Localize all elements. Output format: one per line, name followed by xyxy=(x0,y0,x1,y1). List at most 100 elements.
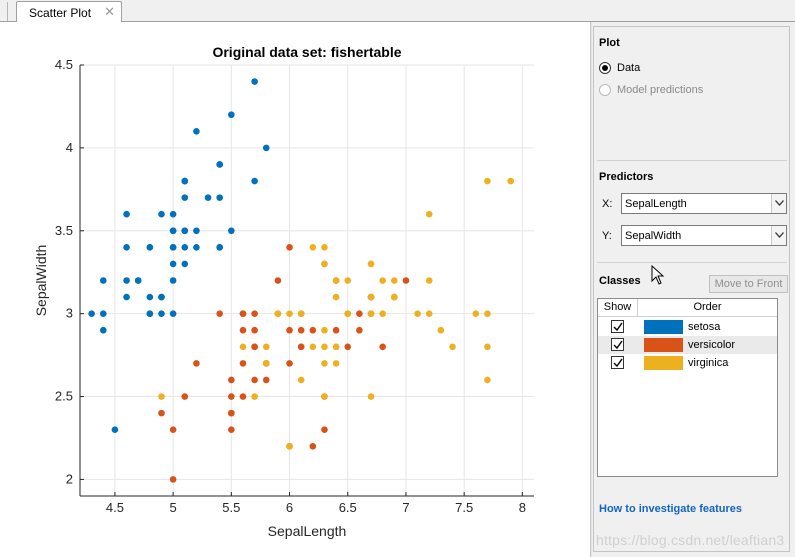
class-name: setosa xyxy=(688,321,721,333)
mouse-cursor-icon xyxy=(651,265,665,285)
radio-data[interactable]: Data xyxy=(599,60,640,76)
chevron-down-icon[interactable] xyxy=(771,194,786,213)
radio-model-predictions-label: Model predictions xyxy=(617,84,704,96)
color-swatch-setosa xyxy=(644,320,683,334)
point-versicolor xyxy=(286,326,293,334)
y-tick-label: 3.5 xyxy=(55,223,73,238)
point-virginica xyxy=(239,343,247,351)
point-virginica xyxy=(321,326,328,334)
point-setosa xyxy=(193,244,200,251)
class-row-virginica[interactable]: virginica xyxy=(598,354,777,372)
point-virginica xyxy=(449,343,456,351)
point-virginica xyxy=(344,277,352,284)
scatter-chart: 4.5 5 5.5 6 6.5 7 7.5 8 2 2.5 3 3.5 4 4.5 Original dat… xyxy=(33,44,534,539)
radio-data-button[interactable] xyxy=(599,62,611,74)
point-setosa xyxy=(251,177,258,185)
point-setosa xyxy=(204,194,212,201)
section-divider xyxy=(597,160,787,161)
point-versicolor xyxy=(239,393,247,400)
point-versicolor xyxy=(228,376,235,384)
point-virginica xyxy=(332,277,340,284)
point-virginica xyxy=(391,277,398,284)
point-versicolor xyxy=(251,310,258,317)
point-setosa xyxy=(193,128,200,135)
point-virginica xyxy=(274,310,282,317)
class-name: virginica xyxy=(688,357,729,369)
point-versicolor xyxy=(332,326,340,334)
check-icon xyxy=(613,322,623,332)
point-virginica xyxy=(425,277,433,284)
show-checkbox-setosa[interactable] xyxy=(611,320,624,333)
tab-strip-grip xyxy=(0,2,8,21)
point-versicolor xyxy=(274,277,282,284)
panel-divider[interactable] xyxy=(590,22,592,557)
radio-model-predictions: Model predictions xyxy=(599,82,703,98)
show-checkbox-versicolor[interactable] xyxy=(611,338,624,351)
point-setosa xyxy=(146,244,154,251)
point-setosa xyxy=(216,244,223,251)
point-setosa xyxy=(158,310,165,317)
point-virginica xyxy=(321,260,328,268)
point-virginica xyxy=(484,310,491,317)
point-setosa xyxy=(123,244,130,251)
point-versicolor xyxy=(216,310,223,317)
point-versicolor xyxy=(251,343,258,351)
point-setosa xyxy=(158,293,165,301)
chart-title: Original data set: fishertable xyxy=(212,44,401,60)
x-tick-label: 8 xyxy=(519,500,526,515)
point-setosa xyxy=(146,293,154,301)
point-versicolor xyxy=(297,326,305,334)
x-axis-label: X: xyxy=(602,198,613,210)
x-predictor-select[interactable]: SepalLength xyxy=(621,193,787,214)
point-virginica xyxy=(414,310,421,317)
point-versicolor xyxy=(309,326,317,334)
point-virginica xyxy=(391,293,398,301)
point-virginica xyxy=(321,244,328,251)
close-icon[interactable]: ✕ xyxy=(104,4,115,19)
chevron-down-icon[interactable] xyxy=(771,226,786,245)
point-virginica xyxy=(309,244,317,251)
point-setosa xyxy=(262,144,270,152)
point-versicolor xyxy=(321,426,328,433)
point-virginica xyxy=(297,310,305,317)
predictors-section-title: Predictors xyxy=(599,171,654,183)
point-versicolor xyxy=(356,326,363,334)
classes-table: Show Order setosa versicolor virginica xyxy=(597,298,778,477)
class-row-versicolor[interactable]: versicolor xyxy=(598,336,777,354)
point-virginica xyxy=(472,310,480,317)
point-virginica xyxy=(344,310,352,317)
point-virginica xyxy=(379,277,386,284)
show-checkbox-virginica[interactable] xyxy=(611,356,624,369)
column-header-show[interactable]: Show xyxy=(598,299,638,317)
point-versicolor xyxy=(297,343,305,351)
x-tick-label: 5 xyxy=(170,500,177,515)
y-axis-label: SepalWidth xyxy=(33,245,49,317)
point-virginica xyxy=(286,442,293,450)
point-versicolor xyxy=(239,310,247,317)
help-link[interactable]: How to investigate features xyxy=(599,503,743,515)
point-virginica xyxy=(262,343,270,351)
point-virginica xyxy=(332,343,340,351)
point-setosa xyxy=(169,260,177,268)
point-virginica xyxy=(332,293,340,301)
point-versicolor xyxy=(286,360,293,367)
point-virginica xyxy=(484,343,491,351)
tab-scatter-plot[interactable]: Scatter Plot ✕ xyxy=(16,1,122,23)
point-versicolor xyxy=(251,326,258,334)
move-to-front-button[interactable]: Move to Front xyxy=(709,275,788,293)
point-versicolor xyxy=(251,376,258,384)
class-row-setosa[interactable]: setosa xyxy=(598,318,777,336)
tab-strip: Scatter Plot ✕ xyxy=(0,0,795,23)
class-name: versicolor xyxy=(688,339,736,351)
point-setosa xyxy=(169,210,177,218)
point-versicolor xyxy=(344,343,352,351)
point-setosa xyxy=(99,277,107,284)
point-versicolor xyxy=(228,393,235,400)
column-header-order[interactable]: Order xyxy=(638,299,777,317)
point-setosa xyxy=(169,310,177,317)
x-predictor-value: SepalLength xyxy=(625,198,687,210)
radio-data-label: Data xyxy=(617,62,641,74)
x-tick-label: 5.5 xyxy=(222,500,240,515)
point-virginica xyxy=(367,310,375,317)
y-predictor-select[interactable]: SepalWidth xyxy=(621,225,787,246)
